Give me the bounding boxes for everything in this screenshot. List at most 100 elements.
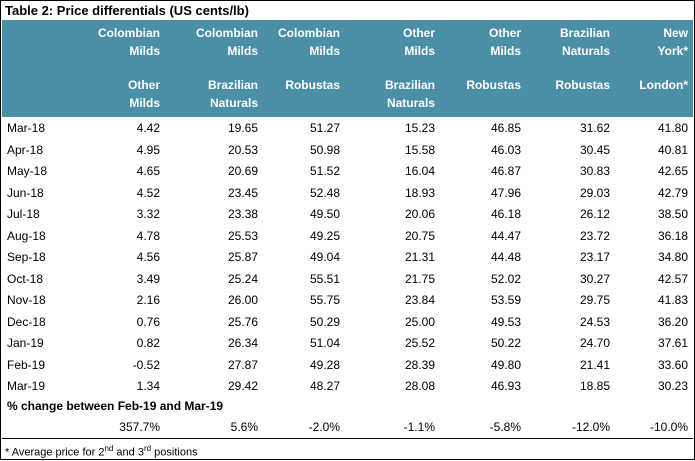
table-cell: 51.52 [309,164,340,178]
footnote-middle: and 3 [113,446,144,459]
table-cell: 37.61 [657,336,688,350]
table-cell: 20.06 [404,207,435,221]
row-month: Oct-18 [7,271,44,286]
table-cell: 46.87 [490,164,521,178]
table-cell: 46.93 [490,379,521,393]
table-cell: 49.25 [309,228,340,243]
table-cell: 25.00 [404,314,435,329]
table-cell: 42.57 [657,271,688,286]
table-row: Sep-18 4.56 25.87 49.04 21.31 44.48 23.17 34.80 [2,247,693,269]
table-cell: 49.50 [309,207,340,221]
change-cell: -5.8% [489,420,521,434]
table-cell: 26.00 [227,293,258,307]
table-row: Aug-18 4.78 25.53 49.25 20.75 44.47 23.72 36.18 [2,226,693,248]
column-header-bottom: London* [639,78,688,92]
table-cell: 3.32 [136,207,160,221]
table-cell: 29.75 [579,293,610,307]
table-cell: 24.53 [579,314,610,329]
table-cell: 46.03 [490,142,521,157]
row-month: Nov-18 [7,293,46,307]
table-cell: 21.31 [404,250,435,264]
row-month: Mar-19 [7,379,46,393]
table-cell: 49.80 [490,357,521,372]
table-body: Mar-18 4.42 19.65 51.27 15.23 46.85 31.62 41.80… [2,118,693,398]
table-cell: 50.29 [309,314,340,329]
table-cell: 33.60 [657,357,688,372]
table-cell: 40.81 [657,142,688,157]
header-row-top: Colombian Milds Colombian Milds Colombian … [2,20,693,66]
table-cell: 15.23 [404,121,435,135]
column-header-bottom: Robustas [285,78,340,92]
table-cell: 18.93 [404,185,435,200]
column-header-bottom: Robustas [466,78,521,92]
footnote-sup-rd: rd [143,444,152,453]
column-header-top: New York* [657,26,688,58]
table-cell: 4.78 [136,228,160,243]
row-month: May-18 [7,164,48,178]
table-cell: 29.42 [227,379,258,393]
table-cell: 25.76 [227,314,258,329]
table-cell: 4.95 [136,142,160,157]
table-cell: 48.27 [309,379,340,393]
table-cell: 41.83 [657,293,688,307]
table-cell: 36.20 [657,314,688,329]
table-cell: 26.12 [579,207,610,221]
table-cell: 0.82 [136,336,160,350]
row-month: Jun-18 [7,185,44,200]
row-month: Mar-18 [7,121,46,135]
table-cell: 42.79 [657,185,688,200]
table-cell: 46.85 [490,121,521,135]
table-title: Table 2: Price differentials (US cents/l… [5,3,249,18]
table-cell: 28.39 [404,357,435,372]
table-cell: 42.65 [657,164,688,178]
row-month: Jan-19 [7,336,44,350]
table-cell: 47.96 [490,185,521,200]
table-row: Oct-18 3.49 25.24 55.51 21.75 52.02 30.27 42.57 [2,269,693,291]
table-cell: 27.87 [227,357,258,372]
table-cell: 15.58 [404,142,435,157]
row-month: Jul-18 [7,207,40,221]
table-cell: 30.23 [657,379,688,393]
table-row: Dec-18 0.76 25.76 50.29 25.00 49.53 24.53 36.20 [2,312,693,334]
column-header-top: Other Milds [402,26,435,58]
table-cell: 24.70 [579,336,610,350]
table-row: Jun-18 4.52 23.45 52.48 18.93 47.96 29.03 42.79 [2,183,693,205]
change-cell: 5.6% [230,420,258,434]
table-row: Nov-18 2.16 26.00 55.75 23.84 53.59 29.75 41.83 [2,290,693,312]
table-cell: 26.34 [227,336,258,350]
table-row: Jan-19 0.82 26.34 51.04 25.52 50.22 24.70 37.61 [2,333,693,355]
table-cell: 19.65 [227,121,258,135]
table-cell: 2.16 [136,293,160,307]
table-cell: 28.08 [404,379,435,393]
table-cell: 51.27 [309,121,340,135]
table-cell: 30.45 [579,142,610,157]
table-cell: 23.84 [404,293,435,307]
footnote-suffix: positions [151,446,198,459]
table-row: Mar-19 1.34 29.42 48.27 28.08 46.93 18.85 30.23 [2,376,693,398]
column-header-bottom: Brazilian Naturals [207,78,258,110]
table-cell: 0.76 [136,314,160,329]
table-cell: 23.17 [579,250,610,264]
table-cell: 30.83 [579,164,610,178]
row-month: Feb-19 [7,357,46,372]
row-month: Aug-18 [7,228,46,243]
table-cell: 34.80 [657,250,688,264]
table-cell: 21.75 [404,271,435,286]
table-cell: 36.18 [657,228,688,243]
table-cell: 20.69 [227,164,258,178]
table-cell: 16.04 [404,164,435,178]
table-cell: 55.75 [309,293,340,307]
change-label: % change between Feb-19 and Mar-19 [7,399,224,413]
table-row: Mar-18 4.42 19.65 51.27 15.23 46.85 31.62 41.80 [2,118,693,140]
table-row: Jul-18 3.32 23.38 49.50 20.06 46.18 26.12 38.50 [2,204,693,226]
footnote-sup-nd: nd [104,444,114,453]
table-cell: 21.41 [579,357,610,372]
table-cell: 53.59 [490,293,521,307]
table-cell: 25.53 [227,228,258,243]
column-header-bottom: Brazilian Naturals [384,78,435,110]
table-cell: 49.53 [490,314,521,329]
table-header: Colombian Milds Colombian Milds Colombian … [2,20,693,117]
change-cell: -10.0% [649,420,688,434]
change-row: 357.7% 5.6% -2.0% -1.1% -5.8% -12.0% -10.0% [2,417,693,437]
